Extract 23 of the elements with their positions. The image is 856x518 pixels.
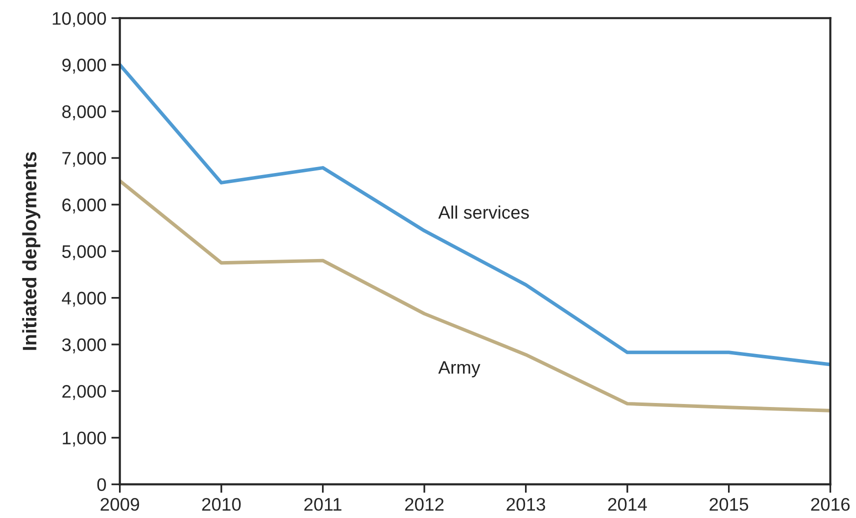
y-tick-label: 6,000 <box>62 198 106 214</box>
y-tick-label: 2,000 <box>62 385 106 400</box>
y-tick-label: 3,000 <box>62 338 106 354</box>
series-label: Army <box>438 361 480 378</box>
y-tick-label: 8,000 <box>62 105 106 120</box>
y-axis-title: Initiated deployments <box>22 152 40 350</box>
x-tick-label: 2013 <box>506 498 546 511</box>
x-tick-label: 2010 <box>202 498 241 511</box>
x-tick-label: 2012 <box>405 498 444 511</box>
line-series <box>120 179 830 412</box>
y-tick-label: 10,000 <box>52 12 106 27</box>
x-tick-label: 2016 <box>811 498 850 511</box>
y-tick-label: 4,000 <box>62 292 106 307</box>
series-label: All services <box>438 206 529 219</box>
x-tick-label: 2014 <box>608 498 647 511</box>
x-tick-label: 2011 <box>304 498 342 511</box>
x-tick-label: 2009 <box>100 498 140 511</box>
y-tick-label: 7,000 <box>62 152 106 167</box>
y-tick-label: 5,000 <box>62 245 106 260</box>
x-tick-label: 2015 <box>710 498 748 511</box>
y-tick-label: 0 <box>97 478 106 492</box>
y-tick-label: 1,000 <box>62 432 106 447</box>
y-tick-label: 9,000 <box>62 58 106 74</box>
